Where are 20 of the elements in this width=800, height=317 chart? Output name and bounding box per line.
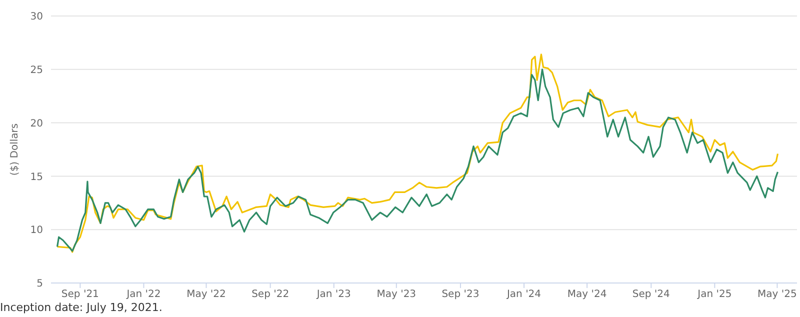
y-tick-label: 5	[36, 278, 43, 290]
x-tick-label: May '23	[376, 289, 416, 300]
x-tick-label: Jan '24	[506, 289, 542, 300]
y-tick-label: 30	[30, 12, 43, 23]
y-tick-label: 25	[30, 64, 43, 76]
y-tick-label: 15	[30, 172, 43, 183]
x-tick-label: May '24	[567, 289, 607, 300]
x-tick-label: Jan '23	[316, 289, 351, 300]
x-tick-label: Sep '21	[61, 289, 99, 300]
x-tick-label: May '25	[758, 289, 797, 300]
y-tick-label: 10	[30, 225, 43, 236]
x-tick-label: Jan '25	[696, 289, 732, 300]
x-tick-label: Sep '24	[632, 289, 670, 300]
x-tick-label: Sep '23	[442, 289, 480, 300]
text: Inception date: July 19, 2021.	[0, 301, 162, 314]
y-axis-title: ($) Dollars	[10, 123, 21, 176]
x-tick-label: Jan '22	[126, 289, 161, 300]
x-tick-label: Sep '22	[252, 289, 290, 300]
y-tick-label: 20	[30, 118, 43, 130]
x-tick-label: May '22	[186, 289, 226, 300]
